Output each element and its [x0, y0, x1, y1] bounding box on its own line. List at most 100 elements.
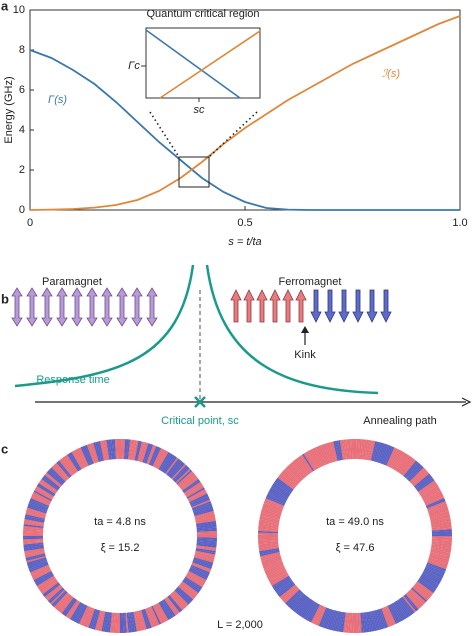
ring-segment — [45, 585, 62, 600]
ring-segment — [191, 499, 211, 509]
ring-segment — [386, 447, 397, 467]
ring-segment — [56, 461, 71, 478]
ring-segment — [399, 456, 413, 474]
ring-segment — [185, 574, 204, 587]
ring-segment — [265, 496, 285, 506]
panel-label: c — [1, 441, 8, 456]
ring-segment — [399, 598, 413, 616]
ring-segment — [412, 586, 429, 601]
ring-segment — [185, 486, 205, 498]
ring-segment — [192, 559, 213, 568]
ring-segment — [49, 588, 65, 604]
series-line — [29, 15, 461, 211]
response-curve — [14, 264, 195, 388]
ring-segment — [172, 465, 188, 481]
ring-segment — [288, 463, 304, 480]
ring-segment — [178, 472, 195, 487]
ring-segment — [320, 444, 329, 465]
ring-segment — [417, 580, 435, 594]
ring-segment — [273, 481, 292, 495]
ring-segment — [287, 465, 303, 481]
ring-segment — [187, 570, 207, 582]
ring-segment — [284, 468, 300, 484]
ring-segment — [74, 603, 86, 623]
ring-segment — [175, 588, 191, 604]
ring-segment — [177, 586, 194, 601]
ring-segment — [150, 606, 160, 626]
ring-segment — [276, 581, 294, 595]
ring-segment — [151, 447, 162, 467]
ring-segment — [83, 445, 93, 465]
ring-segment — [161, 454, 175, 473]
ring-segment — [383, 446, 393, 466]
ring-segment — [415, 476, 433, 490]
ring-segment — [31, 494, 51, 505]
ring-segment — [42, 476, 60, 490]
ring-segment — [183, 480, 201, 494]
zoom-box — [178, 156, 210, 188]
ring-segment — [312, 605, 323, 624]
curve-label: Response time — [36, 374, 109, 386]
ring-segment — [27, 504, 48, 513]
ring-segment — [401, 458, 415, 476]
ring-segment — [158, 601, 170, 621]
ring-segment — [295, 596, 309, 614]
inset-y-label: Γc — [128, 60, 140, 72]
ring-segment — [269, 488, 288, 500]
ring-segment — [39, 480, 57, 493]
ring-segment — [188, 569, 208, 581]
ring-segment — [190, 566, 210, 576]
ring-segment — [31, 567, 51, 577]
ring-segment — [77, 448, 88, 467]
ring-segment — [290, 462, 305, 479]
ring-segment — [69, 601, 82, 620]
ring-segment — [403, 594, 418, 612]
kink-arrow-head — [301, 326, 309, 333]
ring-segment — [50, 467, 66, 483]
ring-segment — [148, 606, 158, 626]
ring-segment — [297, 598, 311, 616]
ring-segment — [385, 606, 395, 626]
spin-paramagnet — [146, 287, 158, 327]
inset-title: Quantum critical region — [146, 8, 259, 20]
ring-segment — [281, 471, 298, 486]
ring-segment — [267, 568, 286, 579]
ring-segment — [32, 491, 52, 503]
ring-segment — [176, 587, 193, 603]
ring-segment — [302, 453, 315, 472]
ring-segment — [190, 564, 210, 574]
ring-segment — [420, 484, 439, 497]
ring-segment — [309, 603, 321, 623]
plot: 0 2 4 6 8 10 0 0.5 1.0 Γ(s) ℐ(s) — [13, 4, 468, 229]
phase-label: Ferromagnet — [279, 276, 342, 288]
ring-segment — [58, 595, 73, 613]
x-tick-label: 1.0 — [452, 217, 467, 229]
ring-segment — [159, 601, 172, 620]
ring-segment — [267, 491, 287, 503]
ring-segment — [409, 589, 425, 605]
ring-segment — [313, 605, 324, 625]
ring-segment — [185, 484, 204, 497]
ring-segment — [382, 445, 392, 465]
ring-segment — [150, 446, 160, 466]
ring-segment — [189, 493, 208, 504]
ring-segment — [279, 584, 297, 599]
ring-segment — [191, 501, 212, 510]
ring-segment — [404, 461, 419, 478]
ring-segment — [189, 567, 209, 578]
ring-segment — [276, 477, 294, 491]
ring-xi: ξ = 15.2 — [101, 542, 140, 554]
ring-segment — [386, 605, 396, 625]
ring-segment — [72, 450, 84, 469]
ring-segment — [414, 474, 432, 489]
ring-segment — [36, 484, 55, 497]
ring-segment — [299, 599, 312, 617]
ring-segment — [411, 469, 428, 485]
ring-segment — [51, 590, 67, 606]
ring-segment — [302, 600, 315, 619]
ring-segment — [189, 568, 208, 579]
ring-segment — [181, 477, 199, 491]
ring-segment — [417, 478, 435, 492]
ring-segment — [46, 471, 63, 486]
critical-point-marker — [194, 396, 206, 408]
